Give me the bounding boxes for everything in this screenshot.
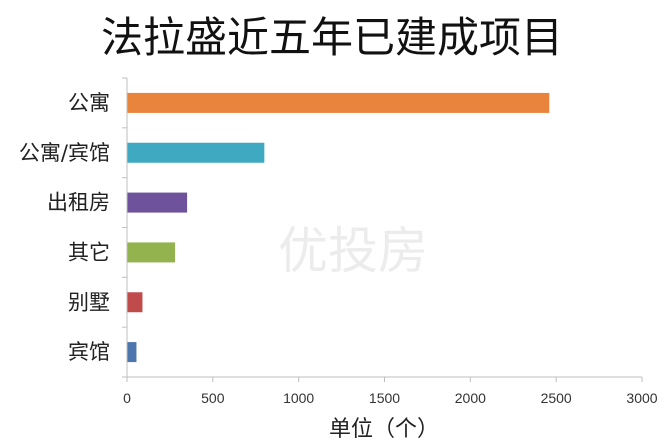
- x-tick-label: 0: [123, 390, 131, 406]
- category-label: 公寓: [68, 91, 110, 115]
- x-tick-label: 2500: [541, 390, 572, 406]
- bar-1: [127, 92, 550, 113]
- category-label: 出租房: [47, 191, 110, 215]
- x-tick-labels: 0 500 1000 1500 2000 2500 3000: [123, 390, 658, 406]
- x-tick-label: 2000: [455, 390, 486, 406]
- x-tick-label: 1000: [283, 390, 314, 406]
- bar-5: [127, 292, 143, 313]
- x-axis-title: 单位（个）: [329, 417, 439, 442]
- category-label: 宾馆: [68, 340, 110, 364]
- bar-6: [127, 342, 137, 363]
- category-label: 别墅: [68, 290, 110, 314]
- x-tick-label: 1500: [369, 390, 400, 406]
- bars: [127, 92, 550, 363]
- axes: [122, 77, 643, 382]
- category-label: 其它: [68, 240, 110, 264]
- bar-2: [127, 142, 265, 163]
- x-tick-label: 500: [201, 390, 225, 406]
- chart-title: 法拉盛近五年已建成项目: [101, 13, 563, 62]
- bar-3: [127, 192, 188, 213]
- watermark: 优投房: [278, 222, 428, 280]
- category-label: 公寓/宾馆: [19, 141, 110, 165]
- bar-4: [127, 242, 176, 263]
- x-tick-label: 3000: [626, 390, 657, 406]
